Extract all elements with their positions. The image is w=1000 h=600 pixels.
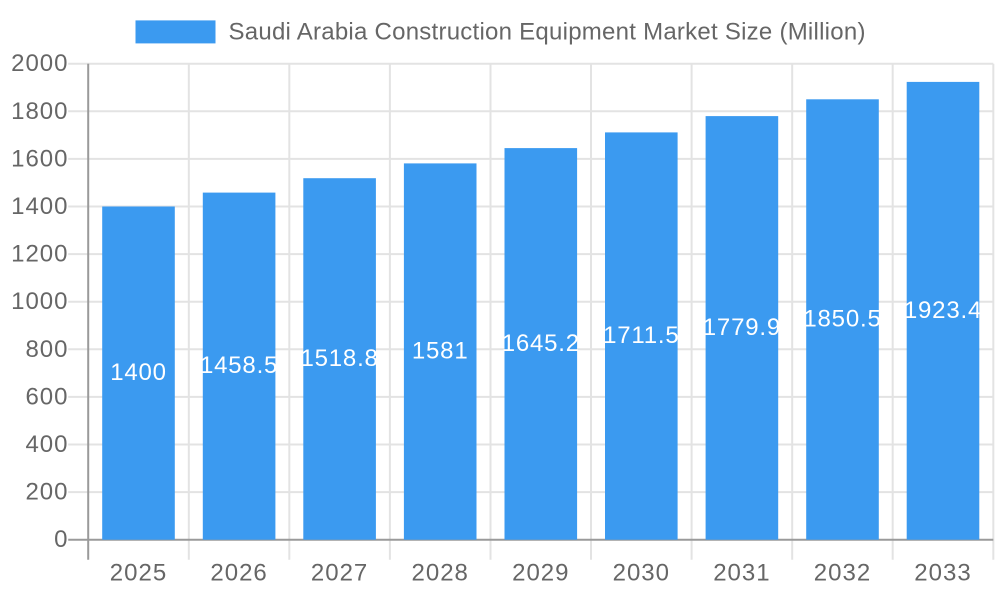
svg-text:2028: 2028 xyxy=(412,560,469,587)
svg-text:1458.5: 1458.5 xyxy=(200,352,278,379)
svg-text:1850.5: 1850.5 xyxy=(803,306,881,333)
svg-text:1581: 1581 xyxy=(412,338,469,365)
svg-text:2032: 2032 xyxy=(814,560,871,587)
svg-text:1779.9: 1779.9 xyxy=(703,314,781,341)
svg-text:1600: 1600 xyxy=(11,145,68,172)
svg-text:200: 200 xyxy=(25,479,68,506)
svg-text:2033: 2033 xyxy=(914,560,971,587)
svg-text:400: 400 xyxy=(25,431,68,458)
svg-text:1400: 1400 xyxy=(110,359,167,386)
svg-text:0: 0 xyxy=(54,526,68,553)
svg-text:1800: 1800 xyxy=(11,98,68,125)
svg-text:1645.2: 1645.2 xyxy=(502,330,580,357)
svg-text:2025: 2025 xyxy=(110,560,167,587)
svg-text:1200: 1200 xyxy=(11,241,68,268)
svg-text:1000: 1000 xyxy=(11,288,68,315)
svg-text:2031: 2031 xyxy=(713,560,770,587)
svg-text:1400: 1400 xyxy=(11,193,68,220)
svg-text:600: 600 xyxy=(25,383,68,410)
svg-text:2027: 2027 xyxy=(311,560,368,587)
svg-text:2029: 2029 xyxy=(512,560,569,587)
svg-text:800: 800 xyxy=(25,336,68,363)
svg-text:1923.4: 1923.4 xyxy=(904,297,982,324)
svg-text:1518.8: 1518.8 xyxy=(300,345,378,372)
svg-text:Saudi Arabia Construction Equi: Saudi Arabia Construction Equipment Mark… xyxy=(229,18,866,45)
svg-text:2000: 2000 xyxy=(11,50,68,77)
svg-text:2030: 2030 xyxy=(613,560,670,587)
svg-text:1711.5: 1711.5 xyxy=(603,322,679,349)
svg-text:2026: 2026 xyxy=(210,560,267,587)
